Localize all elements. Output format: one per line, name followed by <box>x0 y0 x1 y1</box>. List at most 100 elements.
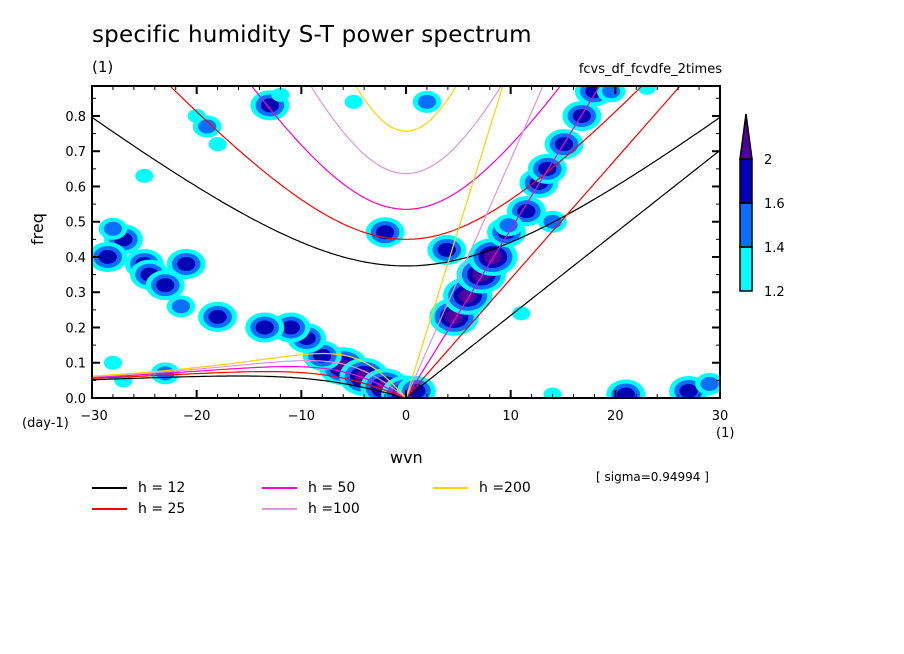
power-contour <box>543 387 562 398</box>
contour-level-1.2 <box>103 355 123 370</box>
dispersion-ig-h50 <box>250 86 562 210</box>
colorbar-label: 1.6 <box>764 197 785 212</box>
power-contour <box>365 217 405 248</box>
contour-level-1.2 <box>271 87 290 102</box>
contour-level-1.6 <box>156 278 175 293</box>
contour-level-1.6 <box>538 161 557 176</box>
contour-level-1.6 <box>375 225 395 240</box>
power-contour <box>538 210 567 233</box>
x-tick-label: −10 <box>288 409 315 424</box>
colorbar: 1.2 1.4 1.6 2 <box>739 113 785 300</box>
power-contour <box>468 237 518 276</box>
colorbar-segment <box>739 246 753 292</box>
x-tick-label: 0 <box>402 409 410 424</box>
dispersion-kelvin-h25 <box>405 86 681 398</box>
dispersion-ig-h100 <box>310 86 502 175</box>
dispersion-ig-h25 <box>169 86 643 240</box>
colorbar-segment <box>739 202 753 248</box>
x-axis-label: wvn <box>390 448 423 467</box>
legend-item: h =100 <box>262 501 360 517</box>
power-contour <box>527 153 567 184</box>
y-tick-label: 0.4 <box>65 251 86 266</box>
power-contour <box>166 295 196 318</box>
contour-level-1.4 <box>171 299 191 314</box>
contour-level-1.6 <box>177 257 196 272</box>
dispersion-kelvin-h12 <box>405 149 720 398</box>
legend-item: h = 12 <box>92 480 185 496</box>
power-contour <box>103 355 123 370</box>
contour-level-1.6 <box>313 348 332 363</box>
legend-line-swatch <box>262 508 297 510</box>
power-contour <box>208 137 227 152</box>
dispersion-ig-h200 <box>355 86 457 132</box>
x-tick-label: −30 <box>80 409 107 424</box>
legend-line-swatch <box>433 487 468 489</box>
legend-item: h = 25 <box>92 501 185 517</box>
legend-item: h =200 <box>433 480 531 496</box>
contour-level-1.2 <box>637 86 656 95</box>
x-tick-label: 30 <box>712 409 729 424</box>
contour-level-1.2 <box>543 387 562 398</box>
contour-level-1.4 <box>198 119 217 134</box>
dispersion-curves <box>92 86 720 398</box>
legend-line-swatch <box>92 508 127 510</box>
y-tick-label: 0.6 <box>65 180 86 195</box>
power-contour <box>494 214 523 237</box>
dispersion-er-h50 <box>92 366 407 398</box>
contour-level-1.4 <box>103 221 123 236</box>
power-contour <box>192 115 222 138</box>
x-axis-unit: (1) <box>716 426 735 441</box>
contour-level-1.2 <box>208 137 227 152</box>
contour-level-1.6 <box>208 309 227 324</box>
power-contour <box>596 86 626 103</box>
x-tick-label: 10 <box>502 409 519 424</box>
plot-frame <box>91 85 721 399</box>
legend-label: h = 50 <box>308 480 356 496</box>
y-tick-label: 0.7 <box>65 145 86 160</box>
power-contour <box>271 87 290 102</box>
power-contour <box>98 217 128 240</box>
dispersion-kelvin-h100 <box>405 86 544 398</box>
contour-level-1.4 <box>417 94 437 109</box>
y-tick-label: 0.3 <box>65 286 86 301</box>
legend-item: h = 50 <box>262 480 355 496</box>
colorbar-label: 1.4 <box>764 241 785 256</box>
power-contour <box>412 90 442 113</box>
contour-level-1.2 <box>512 306 531 321</box>
sigma-annotation: [ sigma=0.94994 ] <box>596 470 709 484</box>
power-contours <box>92 86 720 398</box>
contour-level-1.4 <box>543 214 562 229</box>
dispersion-kelvin-h200 <box>405 86 504 398</box>
contour-level-1.2 <box>344 94 363 109</box>
x-tick-label: −20 <box>183 409 210 424</box>
contour-level-1.6 <box>98 249 117 264</box>
dispersion-er-h200 <box>92 352 407 398</box>
contour-level-2 <box>483 249 502 264</box>
power-contour <box>135 168 154 183</box>
legend-line-swatch <box>262 487 297 489</box>
y-tick-label: 0.8 <box>65 110 86 125</box>
y-tick-label: 0.0 <box>65 392 86 407</box>
contour-level-1.2 <box>135 168 154 183</box>
power-contour <box>695 372 720 395</box>
y-tick-label: 0.2 <box>65 321 86 336</box>
top-unit-label: (1) <box>92 58 114 76</box>
legend-label: h =100 <box>308 501 360 517</box>
legend-label: h = 12 <box>138 480 186 496</box>
power-contour <box>637 86 656 95</box>
contour-level-1.6 <box>679 383 698 398</box>
contour-level-1.6 <box>255 320 274 335</box>
legend-label: h =200 <box>479 480 531 496</box>
dispersion-er-h12 <box>92 375 407 398</box>
contour-level-1.6 <box>281 320 300 335</box>
power-contour <box>512 306 531 321</box>
power-contour <box>198 301 238 332</box>
power-contour <box>427 234 467 265</box>
legend-label: h = 25 <box>138 501 186 517</box>
y-tick-label: 0.5 <box>65 216 86 231</box>
colorbar-extend-arrow <box>739 113 753 160</box>
chart-title: specific humidity S-T power spectrum <box>92 22 532 48</box>
legend-line-swatch <box>92 487 127 489</box>
dispersion-er-h25 <box>92 371 407 398</box>
contour-level-1.6 <box>517 204 536 219</box>
